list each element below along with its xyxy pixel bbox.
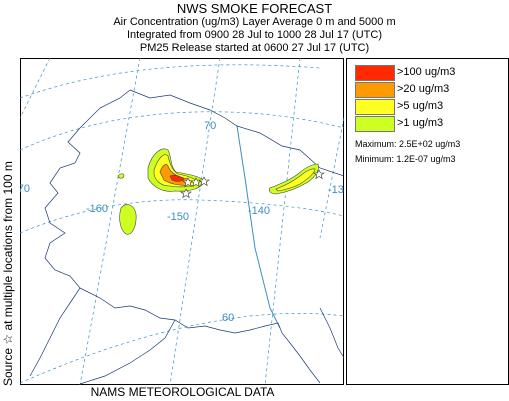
lat-label-70: 70 xyxy=(204,120,216,132)
subtitle-release-start: PM25 Release started at 0600 27 Jul 17 (… xyxy=(139,42,370,54)
subtitle-concentration: Air Concentration (ug/m3) Layer Average … xyxy=(113,16,396,28)
map-title: NWS SMOKE FORECAST xyxy=(176,1,333,16)
legend-swatch-yellow xyxy=(355,99,395,115)
lon-label-170: -170 xyxy=(20,183,30,195)
legend-label: >1 ug/m3 xyxy=(397,117,444,129)
lon-label-160: -160 xyxy=(86,203,108,215)
graticule xyxy=(19,57,345,386)
meteorological-data-label: NAMS METEOROLOGICAL DATA xyxy=(90,385,275,399)
max-concentration: Maximum: 2.5E+02 ug/m3 xyxy=(355,139,461,149)
legend-swatch-red xyxy=(355,65,395,81)
lon-label-150: -150 xyxy=(167,211,189,223)
legend-label: >100 ug/m3 xyxy=(397,66,456,78)
source-location-label: Source ☆ at multiple locations from 100 … xyxy=(1,161,15,386)
legend-label: >5 ug/m3 xyxy=(397,100,444,112)
legend-label: >20 ug/m3 xyxy=(397,83,450,95)
source-markers xyxy=(180,169,325,199)
legend-panel: >100 ug/m3 >20 ug/m3 >5 ug/m3 >1 ug/m3 M… xyxy=(346,58,509,385)
legend-swatch-lime xyxy=(355,116,395,132)
us-canada-border xyxy=(236,125,281,329)
legend-swatch-orange xyxy=(355,82,395,98)
lon-label-140: -140 xyxy=(248,205,270,217)
map-panel: -170 -160 -150 -140 -130 70 60 xyxy=(8,57,350,386)
subtitle-integration-period: Integrated from 0900 28 Jul to 1000 28 J… xyxy=(127,29,382,41)
lat-label-60: 60 xyxy=(222,312,234,324)
min-concentration: Minimum: 1.2E-07 ug/m3 xyxy=(355,154,456,164)
coastline xyxy=(29,89,345,385)
lon-label-130: -130 xyxy=(328,184,344,196)
